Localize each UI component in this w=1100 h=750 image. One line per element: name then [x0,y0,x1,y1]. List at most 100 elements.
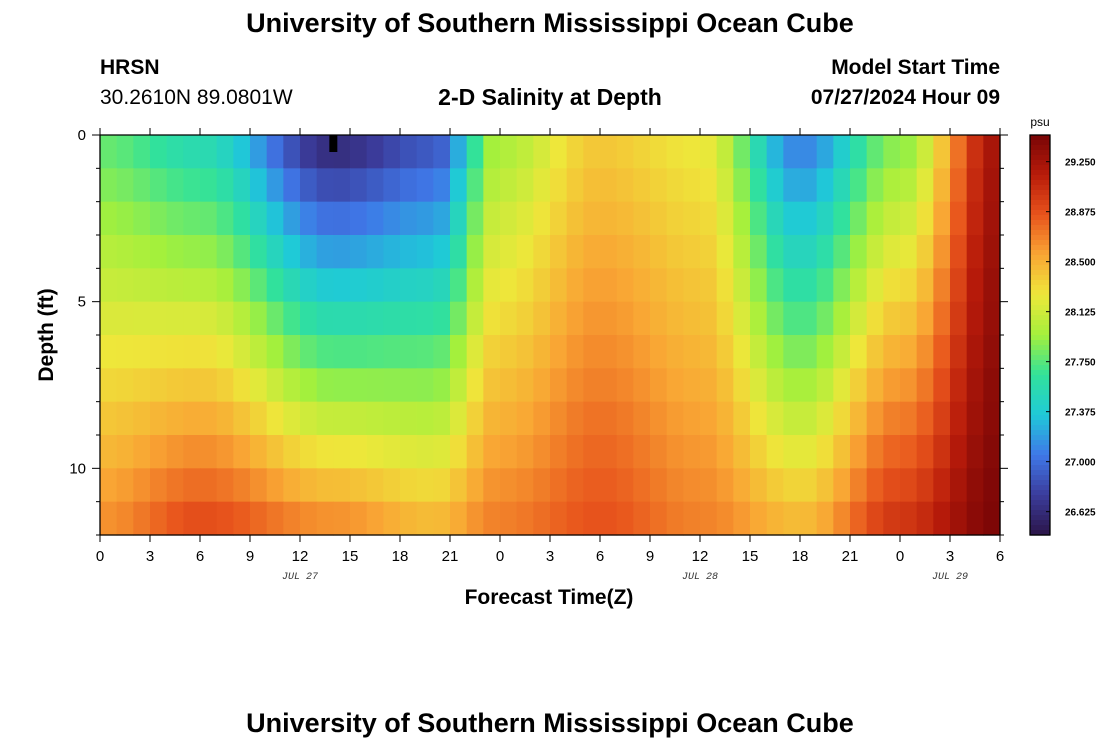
heatmap-cell [200,268,218,303]
heatmap-cell [533,435,551,469]
heatmap-cell [200,235,218,269]
x-tick-label: 6 [996,548,1004,565]
heatmap-cell [216,135,234,169]
heatmap-cell [166,335,184,369]
colorbar-segment [1030,440,1050,446]
colorbar-segment [1030,505,1050,511]
heatmap-cell [600,368,618,403]
heatmap-cell [550,501,568,536]
colorbar-segment [1030,485,1050,491]
heatmap-cell [783,201,801,236]
heatmap-cell [866,135,884,169]
heatmap-cell [350,368,368,403]
colorbar-segment [1030,260,1050,266]
heatmap-cell [783,435,801,469]
heatmap-cell [800,168,818,203]
heatmap-cell [650,168,668,203]
heatmap-cell [833,501,851,536]
heatmap-cell [266,468,284,503]
heatmap-cell [100,168,118,203]
heatmap-cell [216,301,234,336]
heatmap-cell [583,335,601,369]
heatmap-cell [900,168,918,203]
heatmap-cell [533,335,551,369]
heatmap-cell [666,135,684,169]
heatmap-cell [566,468,584,503]
x-tick-label: 0 [496,548,504,565]
heatmap-cell [316,201,334,236]
colorbar-segment [1030,500,1050,506]
heatmap-cell [100,268,118,303]
heatmap-cell [950,301,968,336]
heatmap-cell [850,368,868,403]
heatmap-cell [316,335,334,369]
heatmap-cell [500,368,518,403]
colorbar-segment [1030,520,1050,526]
heatmap-cell [166,501,184,536]
heatmap-cell [816,301,834,336]
colorbar-segment [1030,295,1050,301]
colorbar-segment [1030,315,1050,321]
date-label: JUL 27 [282,572,318,583]
heatmap-cell [666,368,684,403]
colorbar-segment [1030,265,1050,271]
heatmap-cell [316,435,334,469]
heatmap-cell [100,235,118,269]
heatmap-cell [166,268,184,303]
heatmap-cell [250,235,268,269]
x-tick-label: 0 [896,548,904,565]
heatmap-cell [483,335,501,369]
heatmap-cell [350,401,368,436]
heatmap-cell [716,368,734,403]
heatmap-cell [150,301,168,336]
colorbar-segment [1030,395,1050,401]
heatmap-cell [383,268,401,303]
heatmap-cell [216,435,234,469]
heatmap-cell [533,268,551,303]
heatmap-cell [266,335,284,369]
heatmap-cell [750,368,768,403]
heatmap-cell [483,301,501,336]
heatmap-cell [133,335,151,369]
heatmap-cell [883,201,901,236]
heatmap-cell [733,435,751,469]
heatmap-cell [483,135,501,169]
heatmap-cell [100,335,118,369]
heatmap-cell [350,468,368,503]
station-id: HRSN [100,56,160,79]
heatmap-cell [416,201,434,236]
heatmap-cell [416,268,434,303]
heatmap-cell [600,401,618,436]
heatmap-cell [233,268,251,303]
heatmap-cell [666,435,684,469]
heatmap-cell [833,201,851,236]
heatmap-cell [200,201,218,236]
colorbar-tick-label: 28.500 [1065,258,1096,269]
heatmap-cell [200,368,218,403]
colorbar-tick-label: 28.125 [1065,308,1096,319]
heatmap-cell [983,501,1001,536]
heatmap-cell [966,201,984,236]
heatmap-cell [783,268,801,303]
heatmap-cell [983,368,1001,403]
colorbar-segment [1030,140,1050,146]
heatmap-cell [850,168,868,203]
heatmap-cell [933,168,951,203]
heatmap-cell [233,468,251,503]
heatmap-cell [883,401,901,436]
heatmap-cell [366,501,384,536]
heatmap-cell [333,468,351,503]
heatmap-cell [883,168,901,203]
heatmap-cell [616,501,634,536]
colorbar-segment [1030,155,1050,161]
heatmap-cell [533,201,551,236]
heatmap-cell [900,435,918,469]
heatmap-cell [116,268,134,303]
heatmap-cell [350,501,368,536]
heatmap-cell [133,468,151,503]
heatmap-cell [350,135,368,169]
colorbar-segment [1030,250,1050,256]
colorbar-segment [1030,285,1050,291]
heatmap-cell [766,368,784,403]
heatmap-cell [516,501,534,536]
